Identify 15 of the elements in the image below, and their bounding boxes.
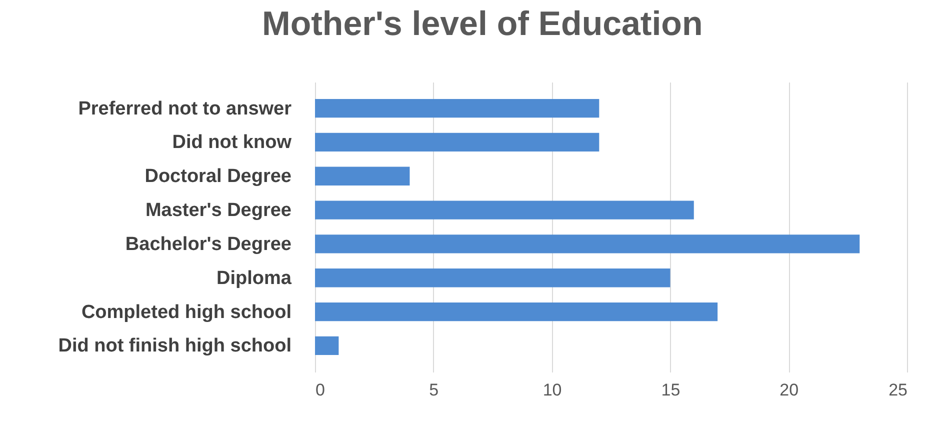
y-tick-label: Master's Degree bbox=[145, 200, 292, 222]
y-tick-label: Did not know bbox=[172, 132, 292, 154]
y-tick-label: Did not finish high school bbox=[58, 336, 292, 357]
x-tick-label: 0 bbox=[316, 380, 325, 400]
y-tick-label: Doctoral Degree bbox=[144, 166, 292, 188]
chart-title: Mother's level of Education bbox=[262, 5, 703, 43]
y-tick-label: Diploma bbox=[216, 268, 292, 289]
x-tick-label: 10 bbox=[542, 380, 562, 400]
x-tick-label: 5 bbox=[429, 380, 439, 400]
y-tick-label: Bachelor's Degree bbox=[125, 234, 292, 255]
y-tick-label: Completed high school bbox=[81, 302, 292, 323]
y-tick-label: Preferred not to answer bbox=[78, 98, 292, 120]
x-tick-label: 25 bbox=[888, 380, 908, 400]
x-tick-label: 20 bbox=[780, 380, 799, 400]
x-tick-label: 15 bbox=[661, 380, 680, 400]
